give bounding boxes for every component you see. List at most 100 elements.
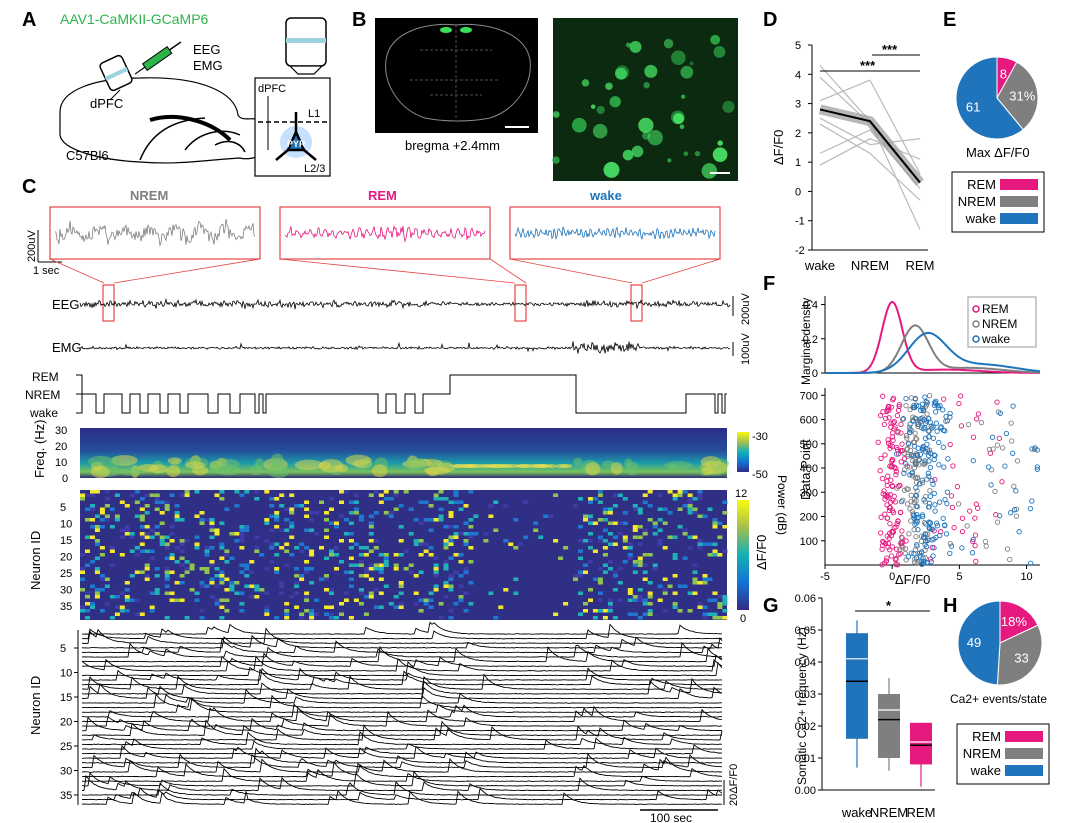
f-scatter-point	[1016, 529, 1022, 535]
raster-cell	[393, 493, 399, 497]
raster-cell	[289, 525, 295, 529]
freq-tick-0: 0	[62, 473, 68, 485]
f-density-line	[825, 331, 1041, 374]
raster-cell	[284, 518, 290, 522]
calcium-trace	[81, 730, 723, 746]
raster-cell	[85, 563, 90, 567]
raster-cell	[657, 539, 663, 543]
raster-cell	[563, 602, 569, 606]
f-scatter-point	[895, 407, 902, 413]
raster-cell	[139, 570, 145, 574]
raster-cell	[154, 532, 160, 536]
raster-cell	[109, 563, 115, 567]
raster-cell	[204, 546, 210, 550]
raster-cell	[657, 493, 663, 497]
f-scatter-point	[894, 451, 900, 457]
raster-cell	[433, 584, 439, 588]
raster-cell	[393, 553, 399, 557]
raster-cell	[722, 549, 728, 553]
raster-cell	[85, 595, 90, 599]
raster-cell	[279, 591, 285, 595]
raster-cell	[229, 588, 235, 592]
raster-cell	[602, 518, 608, 522]
f-scatter-point	[975, 411, 982, 417]
raster-cell	[254, 595, 260, 599]
raster-cell	[269, 504, 275, 508]
f-scatter-point	[890, 395, 897, 401]
raster-cell	[612, 616, 618, 620]
raster-cell	[129, 549, 135, 553]
raster-cell	[672, 556, 678, 560]
raster-cell	[622, 521, 628, 525]
raster-cell	[353, 511, 359, 515]
raster-cell	[588, 546, 593, 550]
raster-cell	[85, 602, 90, 606]
raster-cell	[602, 553, 608, 557]
calcium-trace	[81, 641, 722, 658]
f-scatter-point	[878, 514, 884, 520]
raster-cell	[284, 602, 290, 606]
gcamp-cell	[713, 46, 726, 58]
raster-cell	[284, 549, 290, 553]
raster-cell	[139, 497, 145, 501]
raster-cell	[144, 525, 150, 529]
raster-cell	[219, 546, 225, 550]
f-scatter-point	[1002, 463, 1008, 469]
raster-cell	[597, 490, 603, 494]
raster-cell	[184, 493, 190, 497]
raster-cell	[632, 598, 638, 602]
spectrogram-blob	[270, 453, 284, 468]
raster-cell	[234, 581, 240, 585]
raster-cell	[687, 591, 693, 595]
raster-cell	[632, 563, 638, 567]
spectrogram-blob	[610, 462, 623, 475]
raster-cell	[324, 612, 329, 616]
f-scatter-point	[950, 463, 956, 469]
f-scatter-point	[922, 542, 928, 548]
f-scatter-point	[914, 436, 920, 442]
raster-cell	[264, 612, 270, 616]
raster-cell	[209, 595, 215, 599]
raster-cell	[632, 570, 638, 574]
raster-cell	[90, 602, 95, 606]
raster-cell	[239, 602, 245, 606]
raster-cell	[239, 546, 245, 550]
raster-cell	[224, 598, 230, 602]
e-pie-slice-label: 61	[966, 100, 980, 115]
panel-b: B bregma +2.4mm	[352, 9, 738, 181]
hypno-label-rem: REM	[32, 370, 59, 384]
neuron-axis-label: Neuron ID	[28, 531, 43, 590]
raster-cell	[214, 602, 220, 606]
f-scatter-point	[959, 515, 966, 521]
gcamp-cell	[605, 82, 613, 91]
f-scatter-point	[913, 533, 919, 540]
raster-cell	[583, 514, 588, 518]
raster-cell	[129, 493, 135, 497]
raster-cell	[602, 528, 608, 532]
f-ytick-label: 100	[800, 536, 818, 548]
raster-cell	[418, 542, 424, 546]
f-scatter-point	[924, 447, 931, 453]
gcamp-cell	[701, 163, 718, 179]
raster-cell	[453, 570, 459, 574]
raster-cell	[697, 497, 703, 501]
f-scatter-point	[922, 521, 929, 527]
f-xtick-label: -5	[820, 571, 830, 583]
f-scatter-point	[942, 522, 948, 529]
raster-cell	[94, 591, 100, 595]
f-scatter-point	[919, 401, 926, 407]
gcamp-cell	[722, 100, 735, 113]
raster-cell	[712, 518, 718, 522]
raster-cell	[637, 616, 643, 620]
raster-cell	[304, 595, 310, 599]
f-scatter-point	[905, 441, 912, 447]
calcium-trace	[81, 716, 723, 732]
eeg-mark-nrem	[102, 284, 115, 322]
raster-cell	[274, 567, 280, 571]
calcium-trace	[81, 688, 723, 704]
raster-cell	[174, 560, 180, 564]
raster-cell	[324, 577, 329, 581]
raster-cell	[597, 591, 603, 595]
raster-cell	[722, 598, 728, 602]
